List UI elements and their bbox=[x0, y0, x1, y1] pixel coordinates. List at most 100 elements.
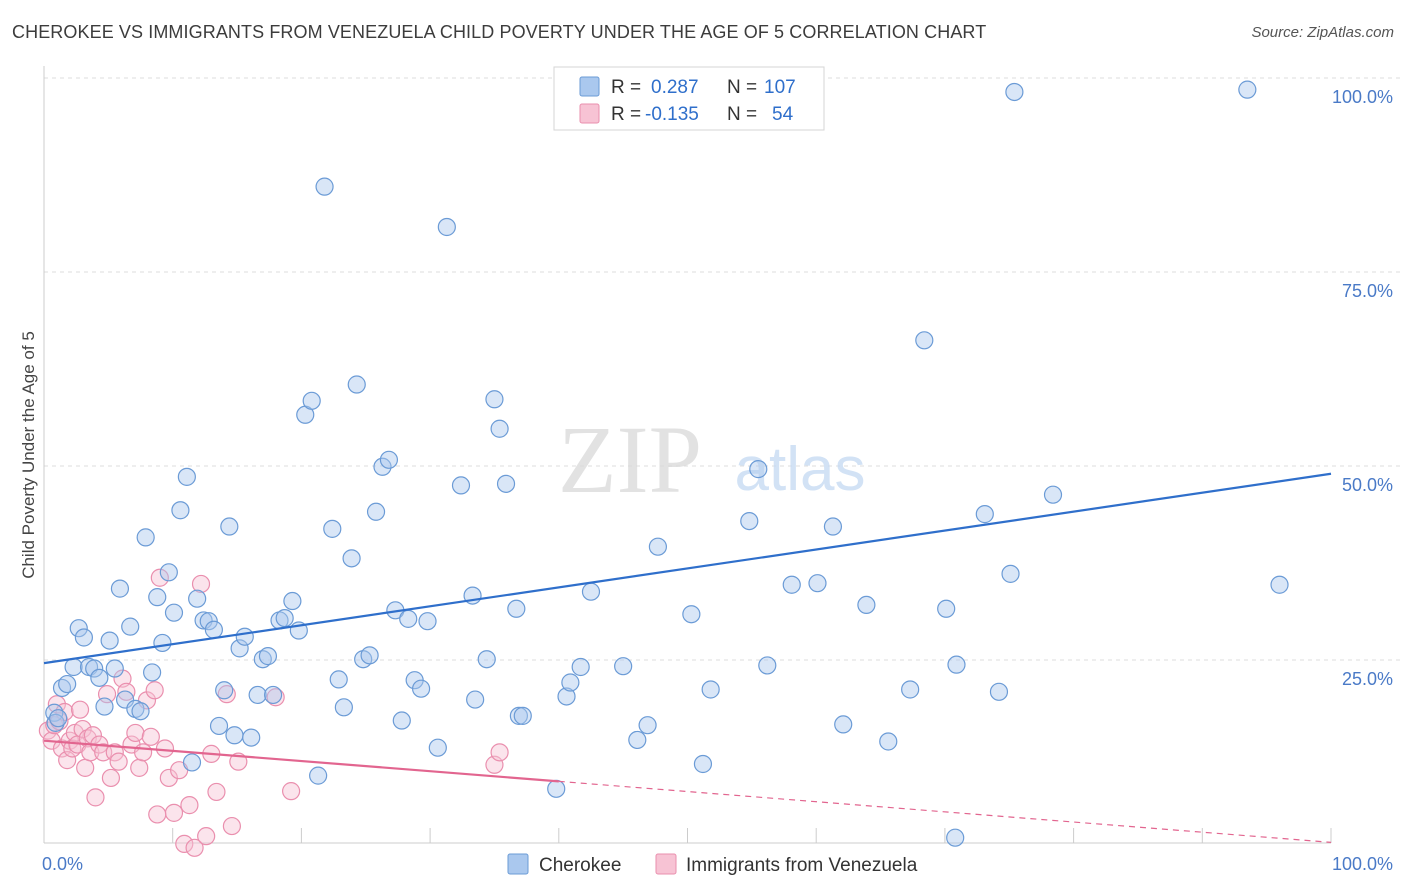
cherokee-point bbox=[204, 620, 223, 639]
cherokee-point bbox=[209, 716, 229, 736]
bottom-swatch-cherokee bbox=[507, 853, 529, 875]
cherokee-point bbox=[110, 579, 130, 598]
cherokee-point bbox=[373, 457, 392, 476]
cherokee-point bbox=[1005, 82, 1024, 102]
venezuela-point bbox=[76, 758, 95, 777]
cherokee-point bbox=[258, 647, 278, 666]
cherokee-point bbox=[399, 609, 418, 628]
cherokee-point bbox=[90, 668, 109, 687]
cherokee-point bbox=[100, 631, 119, 650]
cherokee-point bbox=[648, 537, 667, 556]
venezuela-point bbox=[133, 743, 153, 762]
watermark-zip: ZIP bbox=[558, 406, 702, 513]
cherokee-point bbox=[248, 685, 267, 705]
venezuela-point bbox=[117, 682, 136, 701]
venezuela-point bbox=[145, 681, 164, 700]
y-tick-label: 50.0% bbox=[1342, 475, 1393, 495]
cherokee-point bbox=[360, 646, 379, 665]
venezuela-point bbox=[86, 788, 105, 807]
source-credit: Source: ZipAtlas.com bbox=[1251, 24, 1394, 41]
cherokee-point bbox=[115, 690, 135, 709]
legend-n-label: N = bbox=[727, 104, 757, 125]
legend-r-label: R = bbox=[611, 77, 641, 98]
cherokee-point bbox=[392, 711, 411, 730]
venezuela-point bbox=[207, 782, 226, 802]
cherokee-point bbox=[975, 505, 994, 524]
cherokee-point bbox=[693, 754, 713, 774]
cherokee-point bbox=[451, 476, 471, 495]
cherokee-point bbox=[437, 217, 456, 237]
cherokee-point bbox=[148, 588, 167, 607]
trend-lines bbox=[43, 472, 1332, 843]
venezuela-point bbox=[141, 727, 160, 746]
cherokee-point bbox=[682, 605, 701, 624]
cherokee-point bbox=[171, 501, 190, 520]
cherokee-point bbox=[740, 511, 759, 531]
cherokee-point bbox=[136, 528, 155, 547]
legend-n-value: 54 bbox=[772, 104, 794, 125]
cherokee-point bbox=[323, 519, 342, 538]
cherokee-point bbox=[315, 177, 334, 196]
legend-n-label: N = bbox=[727, 77, 757, 98]
venezuela-point bbox=[70, 700, 90, 719]
y-tick-label: 75.0% bbox=[1342, 281, 1393, 301]
y-axis-label: Child Poverty Under the Age of 5 bbox=[19, 331, 38, 579]
cherokee-point bbox=[758, 656, 777, 675]
cherokee-point bbox=[182, 753, 202, 772]
legend-r-value: -0.135 bbox=[645, 104, 699, 125]
cherokee-point bbox=[1238, 80, 1257, 99]
venezuela-trend-extension bbox=[558, 780, 1332, 843]
cherokee-point bbox=[334, 698, 353, 717]
legend-r-label: R = bbox=[611, 104, 641, 125]
cherokee-point bbox=[159, 563, 178, 582]
cherokee-point bbox=[614, 657, 633, 676]
venezuela-point bbox=[130, 758, 149, 777]
chart-title: CHEROKEE VS IMMIGRANTS FROM VENEZUELA CH… bbox=[12, 22, 987, 42]
cherokee-trend-line bbox=[43, 472, 1332, 665]
cherokee-point bbox=[74, 628, 93, 647]
cherokee-point bbox=[879, 732, 898, 751]
x-tick-label: 0.0% bbox=[42, 854, 83, 874]
legend-swatch-venezuela bbox=[579, 103, 600, 124]
cherokee-point bbox=[947, 655, 966, 674]
venezuela-points bbox=[38, 568, 509, 857]
cherokee-point bbox=[164, 603, 184, 622]
cherokee-point bbox=[85, 659, 104, 678]
cherokee-point bbox=[215, 681, 234, 700]
cherokee-point bbox=[834, 715, 853, 734]
legend-n-value: 107 bbox=[764, 77, 796, 98]
cherokee-point bbox=[235, 627, 254, 646]
cherokee-point bbox=[131, 702, 150, 721]
cherokee-point bbox=[411, 679, 431, 698]
cherokee-point bbox=[379, 450, 399, 469]
cherokee-point bbox=[283, 591, 302, 611]
cherokee-point bbox=[64, 657, 83, 677]
cherokee-point bbox=[177, 467, 196, 486]
cherokee-point bbox=[366, 502, 386, 521]
venezuela-point bbox=[109, 752, 128, 771]
cherokee-point bbox=[188, 589, 207, 608]
cherokee-point bbox=[242, 728, 261, 747]
cherokee-point bbox=[628, 730, 647, 750]
venezuela-point bbox=[150, 568, 169, 587]
bottom-swatch-venezuela bbox=[655, 853, 677, 875]
cherokee-point bbox=[823, 517, 843, 536]
cherokee-point bbox=[915, 331, 934, 350]
venezuela-point bbox=[164, 803, 184, 822]
cherokee-point bbox=[95, 697, 114, 716]
cherokee-point bbox=[509, 706, 529, 725]
cherokee-point bbox=[1270, 575, 1289, 594]
cherokee-point bbox=[557, 687, 576, 706]
venezuela-point bbox=[78, 729, 97, 748]
cherokee-point bbox=[561, 673, 580, 692]
cherokee-point bbox=[49, 709, 68, 728]
cherokee-point bbox=[808, 574, 827, 593]
cherokee-point bbox=[194, 611, 213, 630]
venezuela-point bbox=[282, 782, 301, 801]
cherokee-point bbox=[749, 460, 768, 479]
cherokee-point bbox=[496, 474, 516, 493]
cherokee-point bbox=[263, 685, 283, 705]
cherokee-point bbox=[309, 766, 328, 785]
legend-swatch-cherokee bbox=[579, 76, 600, 97]
